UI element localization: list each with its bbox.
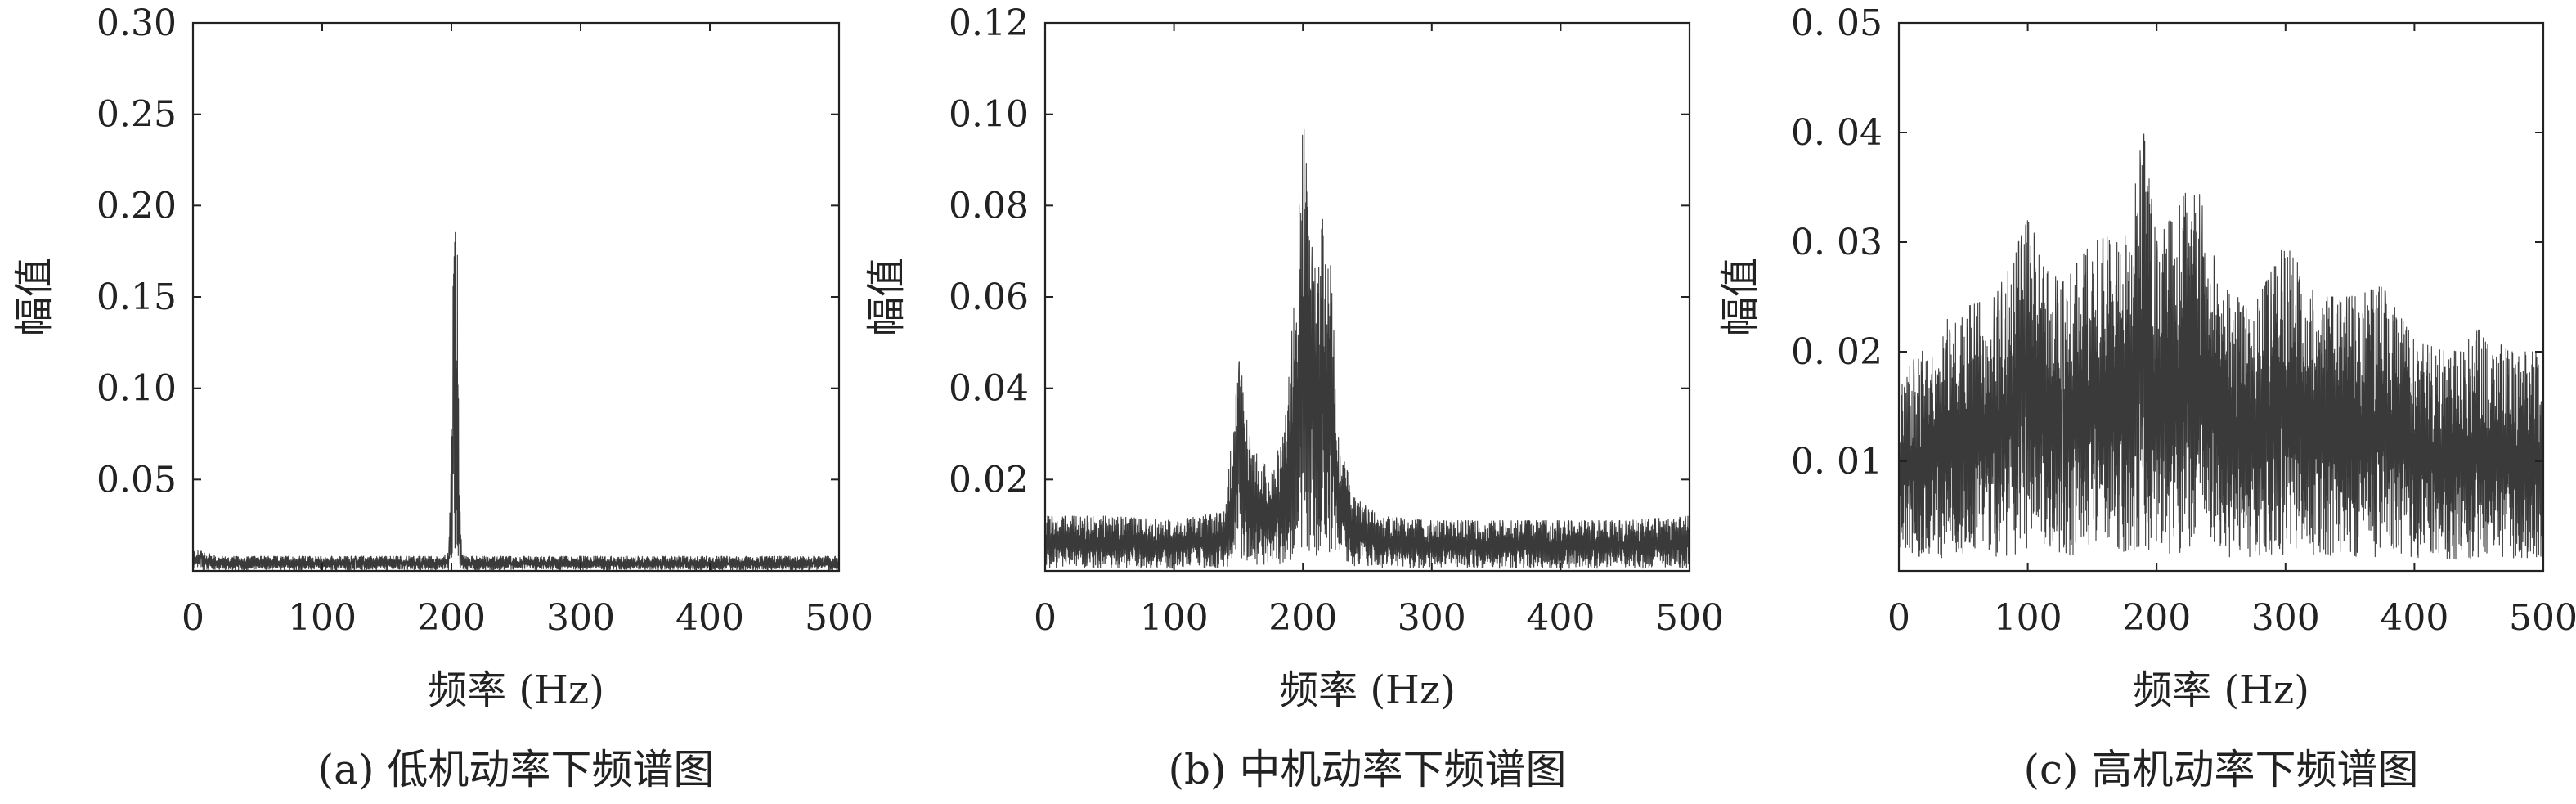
y-tick-label: 0. 05 (1791, 2, 1883, 44)
panel-a-low-maneuver: 0 100 200 300 400 500 0.05 0.10 0.15 0.20 0.25 0.30… (11, 2, 873, 793)
x-tick-label: 400 (2380, 597, 2448, 639)
y-tick-label: 0.05 (96, 459, 177, 501)
x-tick-label: 300 (1398, 597, 1466, 639)
plot-frame (1043, 21, 1691, 573)
x-tick-label: 200 (1268, 597, 1337, 639)
y-tick-label: 0.12 (949, 2, 1029, 44)
plot-frame (191, 21, 841, 573)
x-tick-label: 0 (1887, 597, 1910, 639)
x-tick-label: 100 (1140, 597, 1209, 639)
x-axis-label: 频率 (Hz) (1279, 667, 1456, 713)
y-tick-label: 0. 01 (1791, 441, 1883, 483)
y-axis-label: 幅值 (864, 258, 909, 336)
x-tick-label: 400 (1526, 597, 1595, 639)
x-tick-label: 300 (546, 597, 615, 639)
y-tick-label: 0.08 (949, 185, 1029, 227)
y-tick-label: 0.10 (96, 368, 177, 410)
spectrum-trace (1898, 133, 2544, 560)
x-tick-label: 100 (1994, 597, 2062, 639)
y-axis-label: 幅值 (11, 258, 57, 336)
x-axis-label: 频率 (Hz) (428, 667, 604, 713)
plot-frame (1897, 21, 2545, 573)
y-tick-label: 0.10 (949, 94, 1029, 136)
y-tick-label: 0.06 (949, 276, 1029, 318)
y-tick-label: 0.15 (96, 276, 177, 318)
spectrum-trace (192, 231, 840, 571)
x-tick-label: 0 (182, 597, 204, 639)
panel-b-mid-maneuver: 0 100 200 300 400 500 0.02 0.04 0.06 0.08 0.10 0.12… (864, 2, 1724, 793)
panel-c-high-maneuver: 0 100 200 300 400 500 0. 01 0. 02 0. 03 0. 04 0. 0… (1717, 2, 2576, 793)
panel-caption: (a) 低机动率下频谱图 (318, 746, 715, 793)
y-tick-label: 0. 03 (1791, 222, 1883, 263)
panel-caption: (c) 高机动率下频谱图 (2024, 746, 2419, 793)
x-tick-label: 500 (1655, 597, 1724, 639)
y-tick-label: 0.30 (96, 2, 177, 44)
spectrum-trace (1044, 128, 1690, 569)
y-tick-label: 0. 04 (1791, 112, 1883, 154)
y-axis-label: 幅值 (1717, 258, 1763, 336)
x-tick-label: 400 (675, 597, 744, 639)
x-tick-label: 200 (417, 597, 486, 639)
x-tick-label: 0 (1034, 597, 1057, 639)
y-tick-label: 0.20 (96, 185, 177, 227)
x-tick-label: 200 (2122, 597, 2191, 639)
x-axis-label: 频率 (Hz) (2133, 667, 2309, 713)
y-tick-label: 0.02 (949, 459, 1029, 501)
y-tick-label: 0.04 (949, 368, 1029, 410)
x-tick-label: 500 (805, 597, 873, 639)
y-tick-label: 0.25 (96, 94, 177, 136)
y-tick-label: 0. 02 (1791, 331, 1883, 373)
panel-caption: (b) 中机动率下频谱图 (1169, 746, 1567, 793)
x-tick-label: 300 (2251, 597, 2320, 639)
x-tick-label: 100 (288, 597, 357, 639)
x-tick-label: 500 (2509, 597, 2576, 639)
